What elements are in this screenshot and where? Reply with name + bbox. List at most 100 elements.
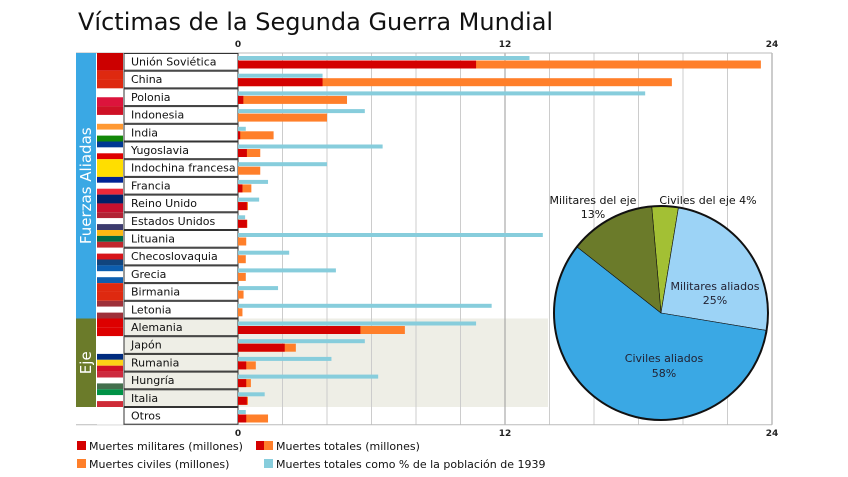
pie-outline (553, 205, 769, 421)
category-label: Unión Soviética (131, 56, 216, 69)
bar-total (238, 60, 761, 69)
bar-percent (238, 303, 492, 308)
flag-stripe (97, 365, 123, 372)
bar-military (238, 326, 361, 334)
category-label: Indonesia (131, 109, 184, 122)
flag-stripe (97, 159, 123, 177)
bar-percent (238, 374, 379, 379)
category-label: Estados Unidos (131, 215, 215, 228)
legend-swatch (256, 441, 265, 450)
flag-stripe (97, 230, 123, 236)
category-label: India (131, 126, 158, 139)
pie-slice (660, 207, 769, 331)
flag-stripe (97, 106, 123, 115)
bar-total (238, 255, 246, 264)
flag-stripe (97, 70, 123, 80)
bar-percent (238, 321, 477, 326)
bar-percent (238, 268, 336, 273)
category-label: Yugoslavia (130, 144, 189, 157)
bar-total (238, 131, 274, 140)
flag-stripe (97, 176, 123, 183)
bar-military (238, 396, 247, 405)
bar-percent (238, 126, 246, 131)
flag-stripe (97, 371, 123, 378)
flag-stripe (97, 53, 123, 71)
legend-label: Muertes militares (millones) (89, 440, 243, 453)
flag-stripe (97, 336, 123, 346)
legend-label: Muertes totales (millones) (276, 440, 420, 453)
flag-stripe (97, 129, 123, 136)
flag-stripe (97, 359, 123, 366)
group-band-aliadas (76, 53, 96, 319)
x-tick-label-top: 24 (766, 40, 779, 50)
flag-stripe (97, 407, 123, 425)
flag-stripe (97, 318, 123, 328)
bar-total (238, 184, 252, 193)
category-label: Francia (131, 179, 171, 192)
flag-stripe (97, 153, 123, 160)
group-label-aliadas: Fuerzas Aliadas (77, 127, 95, 244)
flag-stripe (97, 389, 123, 396)
flag-stripe (97, 203, 123, 213)
category-label: Birmania (131, 286, 180, 299)
x-tick-label-top: 0 (235, 40, 241, 50)
bar-percent (238, 144, 383, 149)
category-label: Rumania (131, 356, 179, 369)
flag-stripe (97, 123, 123, 130)
bar-percent (238, 73, 323, 78)
x-tick-label-top: 12 (499, 40, 512, 50)
flag-stripe (97, 291, 123, 301)
group-label-eje: Eje (77, 351, 95, 374)
bar-percent (238, 109, 365, 114)
flag-stripe (97, 395, 123, 402)
bar-percent (238, 91, 646, 96)
bar-percent (238, 250, 290, 255)
flag-stripe (97, 79, 123, 89)
bar-percent (238, 215, 246, 220)
bar-percent (238, 410, 246, 414)
bar-percent (238, 56, 530, 60)
category-label: Checoslovaquia (131, 250, 218, 263)
flag-stripe (97, 188, 123, 195)
flag-stripe (97, 383, 123, 390)
bar-military (238, 131, 241, 140)
pie-pct: 13% (581, 208, 605, 221)
category-label: Alemania (131, 321, 183, 334)
bar-military (238, 95, 244, 104)
bar-military (238, 149, 247, 157)
flag-stripe (97, 88, 123, 98)
flag-stripe (97, 345, 123, 354)
flag-stripe (97, 259, 123, 266)
category-label: Polonia (131, 91, 171, 104)
legend-swatch (264, 459, 273, 468)
bar-military (238, 202, 247, 211)
category-label: Otros (131, 410, 161, 423)
x-tick-label-bottom: 0 (235, 429, 241, 439)
category-label: Indochina francesa (131, 162, 236, 175)
bar-percent (238, 179, 269, 184)
category-label: Japón (130, 339, 162, 352)
chart-title: Víctimas de la Segunda Guerra Mundial (78, 8, 554, 36)
bar-military (238, 219, 247, 228)
pie-pct: 25% (703, 294, 727, 307)
category-label: Letonia (131, 303, 172, 316)
bar-total (238, 272, 246, 281)
bar-total (238, 78, 672, 87)
category-label: Italia (131, 392, 158, 405)
legend-swatch (77, 441, 86, 450)
flag-stripe (97, 312, 123, 319)
category-label: Reino Unido (131, 197, 197, 210)
flag-stripe (97, 182, 123, 189)
x-tick-label-bottom: 12 (499, 429, 512, 439)
bar-total (238, 361, 256, 370)
bar-percent (238, 339, 365, 344)
category-label: China (131, 73, 162, 86)
bar-percent (238, 286, 279, 291)
legend-label: Muertes civiles (millones) (89, 458, 229, 471)
pie-label: Militares aliados (670, 280, 759, 293)
category-label: Lituania (131, 233, 175, 246)
bar-percent (238, 356, 332, 361)
x-tick-label-bottom: 24 (766, 429, 779, 439)
